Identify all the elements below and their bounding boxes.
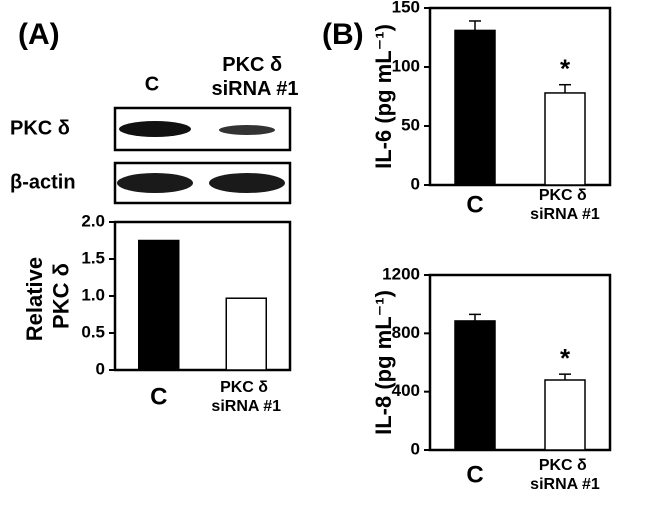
- y-tick-label: 1.0: [81, 285, 105, 304]
- y-tick-label: 0.5: [81, 322, 105, 341]
- blot-lane-label: PKC δ siRNA #1: [211, 54, 298, 100]
- x-tick-label: C: [150, 383, 167, 410]
- plot-frame: [428, 273, 612, 452]
- x-tick-label: C: [466, 191, 483, 218]
- blot-band: [117, 173, 193, 193]
- panel-label: (B): [322, 18, 364, 51]
- x-tick-label: PKC δ siRNA #1: [211, 379, 281, 415]
- blot-band: [209, 173, 285, 193]
- annotation: *: [560, 343, 571, 373]
- y-axis-label: IL-6 (pg mL⁻¹): [371, 24, 396, 169]
- y-axis-label: Relative PKC δ: [22, 251, 73, 342]
- bar: [138, 239, 180, 371]
- blot-band: [119, 121, 191, 137]
- y-tick-label: 400: [392, 381, 420, 400]
- y-tick-label: 50: [401, 115, 420, 134]
- y-tick-label: 1200: [382, 264, 420, 283]
- x-tick-label: C: [466, 461, 483, 488]
- y-tick-label: 0: [411, 174, 420, 193]
- blot-row-label: PKC δ: [10, 117, 70, 139]
- y-tick-label: 150: [392, 0, 420, 16]
- panel-label: (A): [18, 18, 60, 51]
- blot-row-label: β-actin: [10, 171, 76, 193]
- x-tick-label: PKC δ siRNA #1: [530, 457, 600, 493]
- y-tick-label: 0: [411, 439, 420, 458]
- y-tick-label: 2.0: [81, 211, 105, 230]
- blot-band: [219, 125, 275, 135]
- y-axis-label: IL-8 (pg mL⁻¹): [371, 290, 396, 435]
- y-tick-label: 800: [392, 323, 420, 342]
- x-tick-label: PKC δ siRNA #1: [530, 187, 600, 223]
- bar: [454, 29, 496, 186]
- annotation: *: [560, 54, 571, 84]
- y-tick-label: 1.5: [81, 248, 105, 267]
- bar: [544, 92, 586, 186]
- bar: [225, 297, 267, 371]
- blot-lane-label: C: [145, 73, 159, 95]
- bar: [454, 320, 496, 451]
- plot-frame: [428, 6, 612, 187]
- y-tick-label: 0: [96, 359, 105, 378]
- bar: [544, 379, 586, 451]
- y-tick-label: 100: [392, 56, 420, 75]
